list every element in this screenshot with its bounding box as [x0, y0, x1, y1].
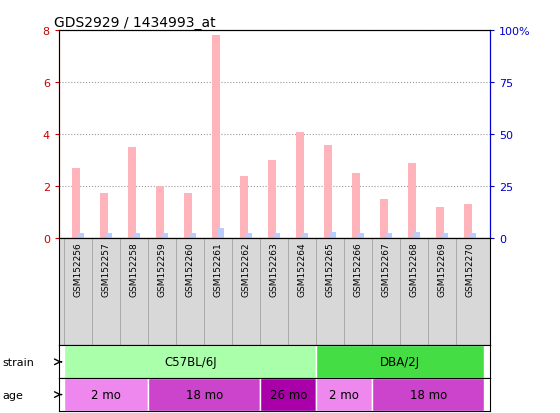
- Text: GSM152262: GSM152262: [242, 242, 251, 297]
- Bar: [302, 234, 308, 239]
- Bar: [268, 161, 277, 239]
- Bar: [414, 233, 420, 239]
- Bar: [358, 234, 364, 239]
- Text: age: age: [3, 389, 24, 400]
- Bar: [464, 205, 473, 239]
- Bar: [64, 378, 148, 411]
- Bar: [380, 200, 389, 239]
- Bar: [64, 346, 316, 378]
- Bar: [184, 193, 193, 239]
- Bar: [274, 234, 280, 239]
- Bar: [386, 234, 392, 239]
- Bar: [148, 378, 260, 411]
- Text: GSM152265: GSM152265: [326, 242, 335, 297]
- Bar: [442, 234, 448, 239]
- Text: GSM152256: GSM152256: [74, 242, 83, 297]
- Bar: [78, 234, 84, 239]
- Text: 2 mo: 2 mo: [329, 388, 360, 401]
- Text: GSM152257: GSM152257: [102, 242, 111, 297]
- Bar: [162, 234, 168, 239]
- Text: 18 mo: 18 mo: [410, 388, 447, 401]
- Bar: [352, 174, 361, 239]
- Bar: [470, 234, 476, 239]
- Bar: [190, 234, 196, 239]
- Bar: [316, 378, 372, 411]
- Text: C57BL/6J: C57BL/6J: [164, 356, 217, 368]
- Text: GSM152258: GSM152258: [130, 242, 139, 297]
- Bar: [324, 145, 333, 239]
- Text: GDS2929 / 1434993_at: GDS2929 / 1434993_at: [54, 16, 216, 30]
- Text: GSM152266: GSM152266: [354, 242, 363, 297]
- Text: 26 mo: 26 mo: [270, 388, 307, 401]
- Bar: [372, 378, 484, 411]
- Text: 2 mo: 2 mo: [91, 388, 122, 401]
- Bar: [296, 132, 305, 239]
- Bar: [408, 164, 417, 239]
- Bar: [212, 36, 221, 239]
- Bar: [316, 346, 484, 378]
- Bar: [260, 378, 316, 411]
- Text: GSM152263: GSM152263: [270, 242, 279, 297]
- Text: 18 mo: 18 mo: [186, 388, 223, 401]
- Bar: [246, 234, 252, 239]
- Text: strain: strain: [3, 357, 35, 367]
- Text: GSM152268: GSM152268: [410, 242, 419, 297]
- Text: DBA/2J: DBA/2J: [380, 356, 421, 368]
- Bar: [156, 187, 165, 239]
- Bar: [72, 169, 81, 239]
- Text: GSM152267: GSM152267: [382, 242, 391, 297]
- Text: GSM152264: GSM152264: [298, 242, 307, 297]
- Text: GSM152269: GSM152269: [438, 242, 447, 297]
- Text: GSM152260: GSM152260: [186, 242, 195, 297]
- Bar: [128, 148, 137, 239]
- Text: GSM152261: GSM152261: [214, 242, 223, 297]
- Bar: [240, 176, 249, 239]
- Bar: [218, 228, 224, 239]
- Bar: [100, 193, 109, 239]
- Bar: [436, 208, 445, 239]
- Text: GSM152270: GSM152270: [466, 242, 475, 297]
- Bar: [106, 234, 112, 239]
- Bar: [134, 234, 140, 239]
- Bar: [330, 233, 336, 239]
- Text: GSM152259: GSM152259: [158, 242, 167, 297]
